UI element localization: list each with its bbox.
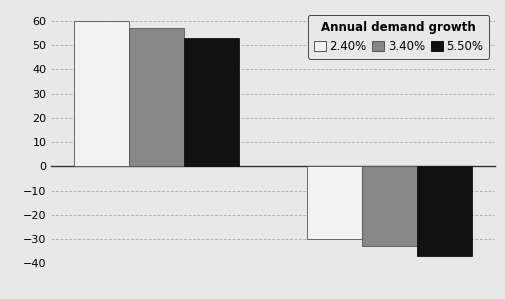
Legend: 2.40%, 3.40%, 5.50%: 2.40%, 3.40%, 5.50% — [308, 15, 489, 59]
Bar — [74, 21, 129, 166]
Bar — [129, 28, 184, 166]
Bar — [417, 166, 472, 256]
Bar — [307, 166, 362, 239]
Bar — [362, 166, 417, 246]
Bar — [184, 38, 239, 166]
